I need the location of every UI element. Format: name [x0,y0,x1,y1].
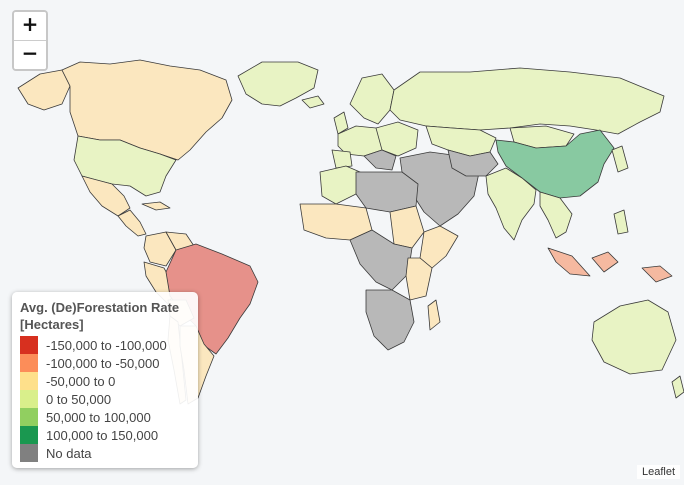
country-iberia[interactable] [331,149,353,169]
country-mexico[interactable] [81,175,131,217]
country-iceland[interactable] [301,95,325,109]
country-alaska[interactable] [17,69,71,111]
country-east-africa[interactable] [405,257,433,301]
zoom-control: + − [12,10,48,71]
country-kazakhstan[interactable] [425,125,497,157]
legend-item: 100,000 to 150,000 [20,426,190,444]
legend-item: No data [20,444,190,462]
country-australia[interactable] [591,299,677,375]
country-philippines[interactable] [613,209,629,235]
legend-item-label: -100,000 to -50,000 [46,355,160,371]
country-madagascar[interactable] [427,299,441,331]
legend-item-label: 50,000 to 100,000 [46,409,151,425]
country-india[interactable] [485,167,537,241]
legend-item: 50,000 to 100,000 [20,408,190,426]
legend-swatch [20,408,38,426]
country-north-africa-west[interactable] [319,165,361,205]
attribution-link[interactable]: Leaflet [636,465,680,479]
legend-swatch [20,372,38,390]
legend-panel: Avg. (De)Forestation Rate [Hectares] -15… [12,292,198,468]
legend-item-label: No data [46,445,92,461]
legend-swatch [20,426,38,444]
country-southeast-asia[interactable] [539,191,573,239]
country-balkans[interactable] [363,149,397,171]
legend-title: Avg. (De)Forestation Rate [Hectares] [20,300,180,332]
legend-item: -100,000 to -50,000 [20,354,190,372]
legend-item-label: -150,000 to -100,000 [46,337,167,353]
legend-swatch [20,444,38,462]
country-indonesia-west[interactable] [547,247,591,277]
legend-item: 0 to 50,000 [20,390,190,408]
country-scandinavia[interactable] [349,73,395,125]
country-southern-africa[interactable] [365,289,415,351]
zoom-in-button[interactable]: + [14,12,46,40]
legend-swatch [20,354,38,372]
legend-item-label: 100,000 to 150,000 [46,427,159,443]
country-indonesia-east[interactable] [591,251,619,273]
legend-swatch [20,336,38,354]
country-new-zealand[interactable] [671,375,684,399]
country-uk[interactable] [333,111,349,135]
country-central-america[interactable] [117,209,147,237]
country-china[interactable] [495,129,615,199]
country-horn-africa[interactable] [419,225,459,269]
country-sahel-east[interactable] [389,205,425,249]
country-north-africa-east[interactable] [355,171,419,213]
country-papua[interactable] [641,265,673,283]
country-cuba[interactable] [141,201,171,211]
legend-item: -150,000 to -100,000 [20,336,190,354]
country-russia[interactable] [389,67,665,135]
legend-swatch [20,390,38,408]
country-greenland[interactable] [237,61,319,107]
country-korea-japan[interactable] [611,145,629,173]
country-central-asia[interactable] [447,149,499,177]
legend-item: -50,000 to 0 [20,372,190,390]
zoom-out-button[interactable]: − [14,40,46,69]
legend-item-label: 0 to 50,000 [46,391,112,407]
legend-item-label: -50,000 to 0 [46,373,116,389]
